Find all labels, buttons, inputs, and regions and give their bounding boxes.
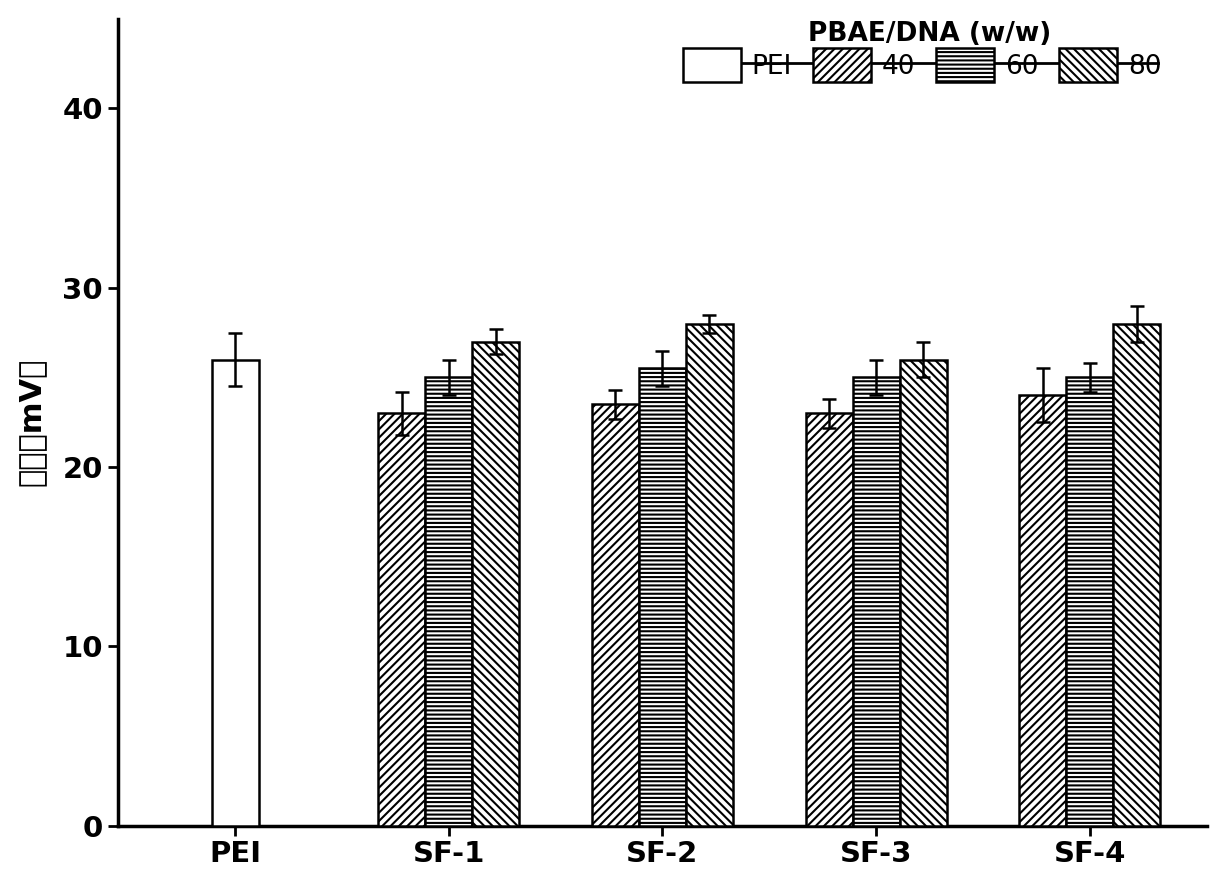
- Bar: [685, 324, 733, 826]
- Bar: [425, 378, 472, 826]
- Bar: [1020, 396, 1066, 826]
- Legend: PEI, 40, 60, 80: PEI, 40, 60, 80: [683, 48, 1162, 82]
- Text: PBAE/DNA (w/w): PBAE/DNA (w/w): [808, 21, 1051, 47]
- Bar: [1066, 378, 1114, 826]
- Bar: [900, 359, 946, 826]
- Bar: [592, 404, 639, 826]
- Bar: [805, 413, 853, 826]
- Bar: [472, 342, 519, 826]
- Bar: [212, 359, 258, 826]
- Bar: [853, 378, 900, 826]
- Bar: [1114, 324, 1160, 826]
- Y-axis label: 电势（mV）: 电势（mV）: [17, 358, 45, 487]
- Bar: [378, 413, 425, 826]
- Bar: [639, 368, 685, 826]
